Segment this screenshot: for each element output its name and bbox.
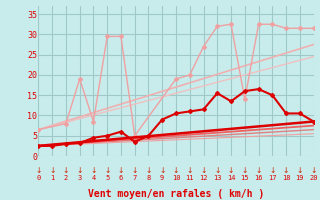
Text: 10: 10 <box>172 175 180 181</box>
Text: 7: 7 <box>132 175 137 181</box>
Text: ↓: ↓ <box>200 166 207 175</box>
Text: 1: 1 <box>50 175 54 181</box>
Text: 6: 6 <box>119 175 123 181</box>
Text: ↓: ↓ <box>63 166 69 175</box>
Text: 13: 13 <box>213 175 221 181</box>
Text: Vent moyen/en rafales ( km/h ): Vent moyen/en rafales ( km/h ) <box>88 189 264 199</box>
Text: 4: 4 <box>91 175 96 181</box>
Text: 18: 18 <box>282 175 290 181</box>
Text: ↓: ↓ <box>242 166 248 175</box>
Text: ↓: ↓ <box>145 166 152 175</box>
Text: 15: 15 <box>241 175 249 181</box>
Text: 8: 8 <box>146 175 151 181</box>
Text: ↓: ↓ <box>49 166 55 175</box>
Text: ↓: ↓ <box>104 166 110 175</box>
Text: 9: 9 <box>160 175 164 181</box>
Text: ↓: ↓ <box>76 166 83 175</box>
Text: 5: 5 <box>105 175 109 181</box>
Text: ↓: ↓ <box>228 166 234 175</box>
Text: ↓: ↓ <box>255 166 262 175</box>
Text: ↓: ↓ <box>118 166 124 175</box>
Text: 2: 2 <box>64 175 68 181</box>
Text: ↓: ↓ <box>310 166 317 175</box>
Text: 19: 19 <box>296 175 304 181</box>
Text: ↓: ↓ <box>283 166 289 175</box>
Text: ↓: ↓ <box>297 166 303 175</box>
Text: ↓: ↓ <box>90 166 97 175</box>
Text: 17: 17 <box>268 175 276 181</box>
Text: 11: 11 <box>186 175 194 181</box>
Text: ↓: ↓ <box>159 166 165 175</box>
Text: ↓: ↓ <box>35 166 42 175</box>
Text: 14: 14 <box>227 175 235 181</box>
Text: ↓: ↓ <box>132 166 138 175</box>
Text: 3: 3 <box>77 175 82 181</box>
Text: ↓: ↓ <box>269 166 276 175</box>
Text: ↓: ↓ <box>187 166 193 175</box>
Text: 0: 0 <box>36 175 41 181</box>
Text: 12: 12 <box>199 175 208 181</box>
Text: ↓: ↓ <box>173 166 179 175</box>
Text: 20: 20 <box>309 175 318 181</box>
Text: ↓: ↓ <box>214 166 220 175</box>
Text: 16: 16 <box>254 175 263 181</box>
